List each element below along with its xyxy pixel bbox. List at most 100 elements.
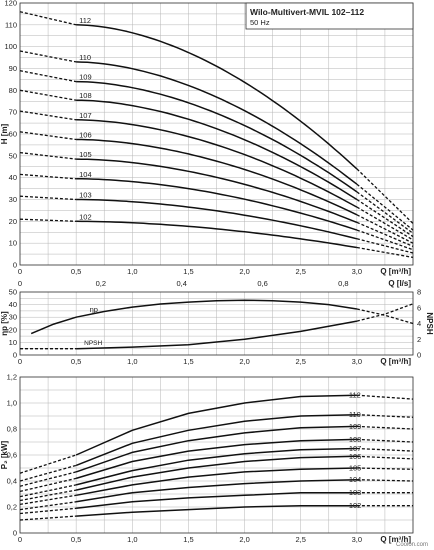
y-axis-label: P₂ [kW] xyxy=(0,440,9,469)
h-curve-dashed-end xyxy=(356,246,414,259)
y-tick-label: 80 xyxy=(9,86,17,95)
x-tick-label: 0,5 xyxy=(71,535,81,544)
h-curve-label: 108 xyxy=(79,91,92,100)
h-curve-dashed-end xyxy=(356,191,414,234)
h-curve-dashed-start xyxy=(19,218,77,222)
x-tick-label: 2,0 xyxy=(239,535,249,544)
x-axis-label: Q [m³/h] xyxy=(380,357,411,366)
y-tick-label: 0,2 xyxy=(7,503,17,512)
h-curve-dashed-start xyxy=(19,195,77,201)
p2-curve-label: 108 xyxy=(349,435,362,444)
h-curve-dashed-end xyxy=(356,168,414,224)
x-tick-label: 0,5 xyxy=(71,357,81,366)
y-tick-label: 10 xyxy=(9,239,17,248)
p2-curve-label: 106 xyxy=(349,452,362,461)
h-curve-dashed-start xyxy=(19,110,77,121)
h-curve-dashed-end xyxy=(356,214,414,244)
x2-tick-label: 0,6 xyxy=(257,279,267,288)
x-tick-label: 2,5 xyxy=(295,535,305,544)
h-curve-dashed-start xyxy=(19,151,77,160)
p2-curve-label: 110 xyxy=(349,410,361,419)
p2-curve-112 xyxy=(75,394,357,456)
p2-curve-label: 107 xyxy=(349,444,362,453)
y-tick-label: 1,2 xyxy=(7,373,17,382)
y2-tick-label: 6 xyxy=(417,303,421,312)
p2-curve-103 xyxy=(76,491,357,510)
y-tick-label: 40 xyxy=(9,173,17,182)
p2-curve-107 xyxy=(75,447,357,486)
h-curve-110 xyxy=(76,61,358,185)
h-curve-dashed-start xyxy=(19,173,77,180)
p2-curve-dashed-end xyxy=(356,447,414,452)
p2-curve-108 xyxy=(75,438,357,480)
x-axis-label: Q [m³/h] xyxy=(380,535,411,544)
x-tick-label: 3,0 xyxy=(352,267,362,276)
y-tick-label: 50 xyxy=(9,151,17,160)
x2-tick-label: 0,8 xyxy=(338,279,348,288)
y-tick-label: 100 xyxy=(4,42,17,51)
y-tick-label: 60 xyxy=(9,130,17,139)
y-tick-label: 20 xyxy=(9,217,17,226)
h-curve-104 xyxy=(76,178,358,231)
p2-curve-dashed-end xyxy=(356,467,414,470)
h-curve-107 xyxy=(76,119,358,208)
x-tick-label: 1,5 xyxy=(183,357,193,366)
y-tick-label: 30 xyxy=(9,195,17,204)
p2-curve-dashed-start xyxy=(19,515,77,521)
h-curve-108 xyxy=(76,99,358,201)
h-curve-103 xyxy=(76,198,358,240)
y-tick-label: 70 xyxy=(9,108,17,117)
y-axis-label: ηp [%] xyxy=(0,311,9,336)
x-axis-label: Q [m³/h] xyxy=(380,267,411,276)
chart-title: Wilo-Multivert-MVIL 102–112 xyxy=(250,7,364,17)
h-curve-dashed-end xyxy=(356,221,414,247)
y-tick-label: 50 xyxy=(9,288,17,297)
x-tick-label: 0 xyxy=(18,267,22,276)
p2-curve-dashed-end xyxy=(356,438,414,443)
p2-curve-label: 109 xyxy=(349,422,362,431)
y-tick-label: 30 xyxy=(9,313,17,322)
y-axis-label: H [m] xyxy=(0,123,9,144)
h-curve-dashed-end xyxy=(356,198,414,238)
y-tick-label: 0 xyxy=(13,261,17,270)
y-tick-label: 120 xyxy=(4,0,17,8)
p2-curve-109 xyxy=(75,425,357,473)
x2-tick-label: 0,2 xyxy=(96,279,106,288)
p2-curve-106 xyxy=(75,455,357,491)
p2-curve-dashed-start xyxy=(19,477,77,493)
y-tick-label: 0,6 xyxy=(7,451,17,460)
frequency-label: 50 Hz xyxy=(250,18,270,27)
h-curve-dashed-start xyxy=(19,131,77,141)
h-curve-106 xyxy=(76,138,358,216)
h-curve-label: 107 xyxy=(79,111,92,120)
x-tick-label: 1,0 xyxy=(127,267,137,276)
x2-tick-label: 0 xyxy=(18,279,22,288)
x-tick-label: 2,5 xyxy=(295,357,305,366)
y-tick-label: 20 xyxy=(9,325,17,334)
x-tick-label: 1,0 xyxy=(127,357,137,366)
p2-curve-label: 105 xyxy=(349,464,362,473)
p2-curve-dashed-start xyxy=(19,501,77,511)
p2-curve-label: 104 xyxy=(349,475,362,484)
h-curve-label: 104 xyxy=(79,170,92,179)
y-tick-label: 10 xyxy=(9,338,17,347)
npsh-label: NPSH xyxy=(84,340,102,347)
y2-tick-label: 8 xyxy=(417,288,421,297)
y2-axis-label: NPSH xyxy=(425,312,434,334)
p2-curve-102 xyxy=(76,504,357,517)
npsh-curve xyxy=(76,320,358,350)
x-tick-label: 1,0 xyxy=(127,535,137,544)
x2-tick-label: 0,4 xyxy=(176,279,186,288)
x-tick-label: 0,5 xyxy=(71,267,81,276)
p2-curve-label: 103 xyxy=(349,488,362,497)
x-tick-label: 3,0 xyxy=(352,535,362,544)
p2-curve-dashed-start xyxy=(19,507,77,515)
x-tick-label: 1,5 xyxy=(183,535,193,544)
h-curve-dashed-end xyxy=(356,206,414,241)
x2-axis-label: Q [l/s] xyxy=(388,279,411,288)
h-curve-label: 109 xyxy=(79,73,92,82)
x-tick-label: 0 xyxy=(18,535,22,544)
watermark: Coolon.com xyxy=(396,542,428,548)
